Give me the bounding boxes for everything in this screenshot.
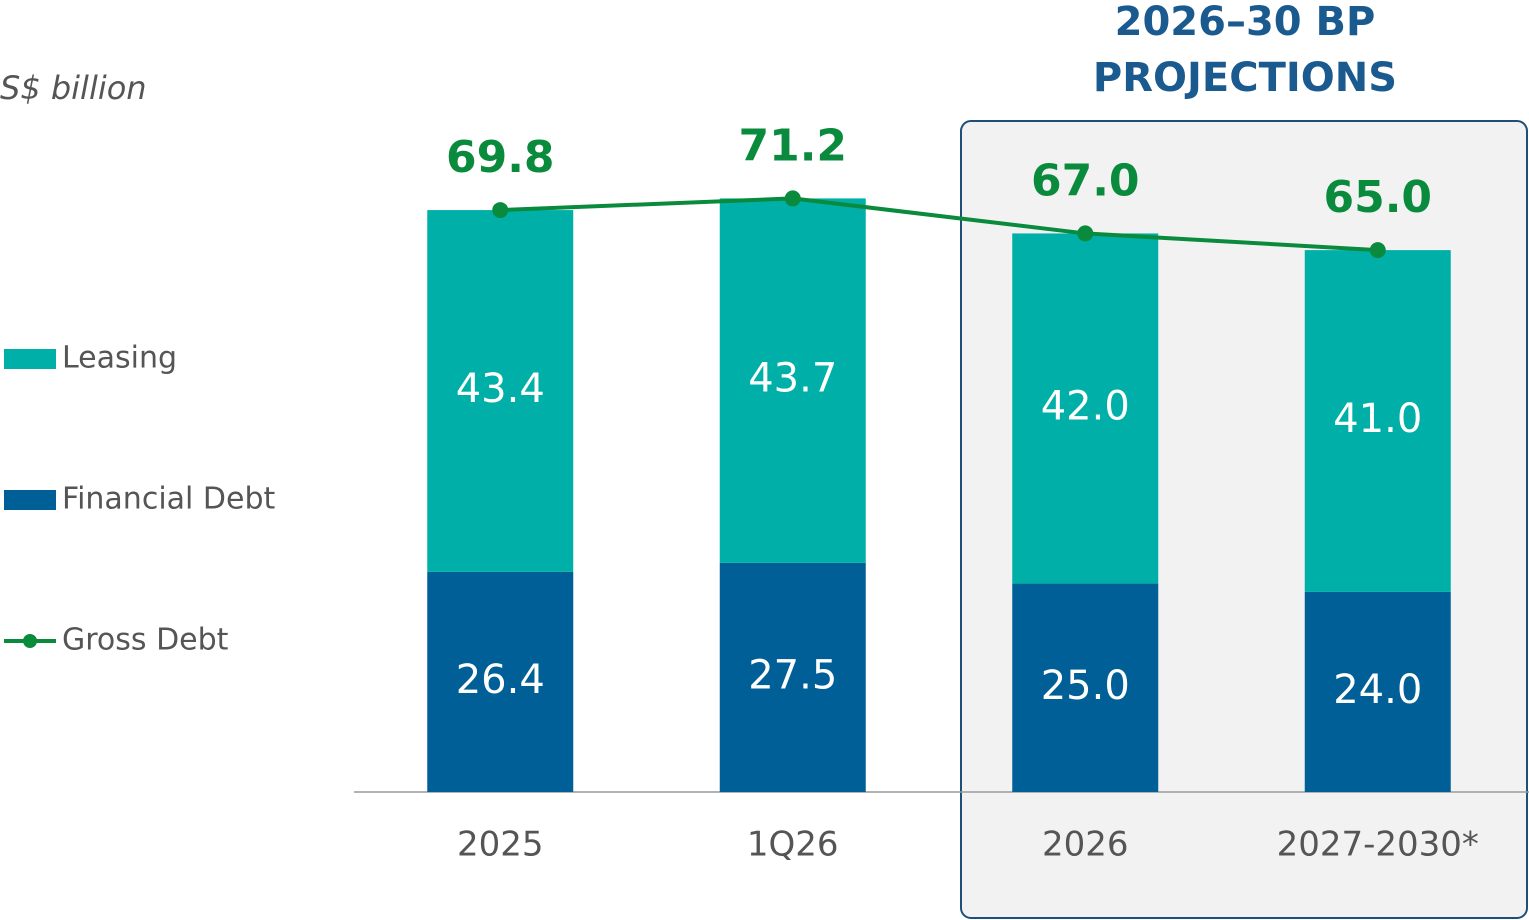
x-tick-label: 2025	[457, 825, 544, 865]
legend-marker	[23, 634, 37, 648]
bar	[1304, 250, 1451, 592]
bar-value-label: 43.7	[748, 356, 837, 402]
line-value-label: 69.8	[446, 132, 555, 183]
legend-swatch	[4, 490, 56, 510]
bar	[1012, 583, 1159, 792]
bar-value-label: 26.4	[456, 657, 545, 703]
bar	[1304, 591, 1451, 792]
line-value-label: 71.2	[738, 120, 847, 171]
line-marker	[1369, 242, 1386, 259]
legend-label: Gross Debt	[62, 623, 229, 658]
line-value-label: 67.0	[1031, 155, 1140, 206]
line	[500, 196, 1378, 253]
annotation: PROJECTIONS	[1093, 55, 1397, 101]
x-tick-label: 1Q26	[747, 825, 839, 865]
bar	[719, 562, 866, 792]
line-marker	[1077, 225, 1094, 242]
bar-value-label: 25.0	[1041, 663, 1130, 709]
bar-value-label: 27.5	[748, 652, 837, 698]
bar-value-label: 24.0	[1333, 667, 1422, 713]
bar-value-label: 41.0	[1333, 396, 1422, 442]
bar	[427, 210, 574, 572]
legend-swatch	[4, 349, 56, 369]
unit-label: S$ billion	[0, 69, 147, 107]
line-marker	[492, 202, 509, 219]
bar-value-label: 42.0	[1041, 384, 1130, 430]
bar	[719, 198, 866, 563]
bar	[427, 571, 574, 792]
line-value-label: 65.0	[1323, 172, 1432, 223]
bar-value-label: 43.4	[456, 366, 545, 412]
x-tick-label: 2026	[1042, 825, 1129, 865]
bar	[1012, 233, 1159, 584]
legend-label: Leasing	[62, 341, 177, 376]
x-tick-label: 2027-2030*	[1277, 825, 1479, 865]
line-marker	[784, 190, 801, 207]
legend-label: Financial Debt	[62, 482, 276, 517]
annotation: 2026–30 BP	[1115, 0, 1376, 45]
